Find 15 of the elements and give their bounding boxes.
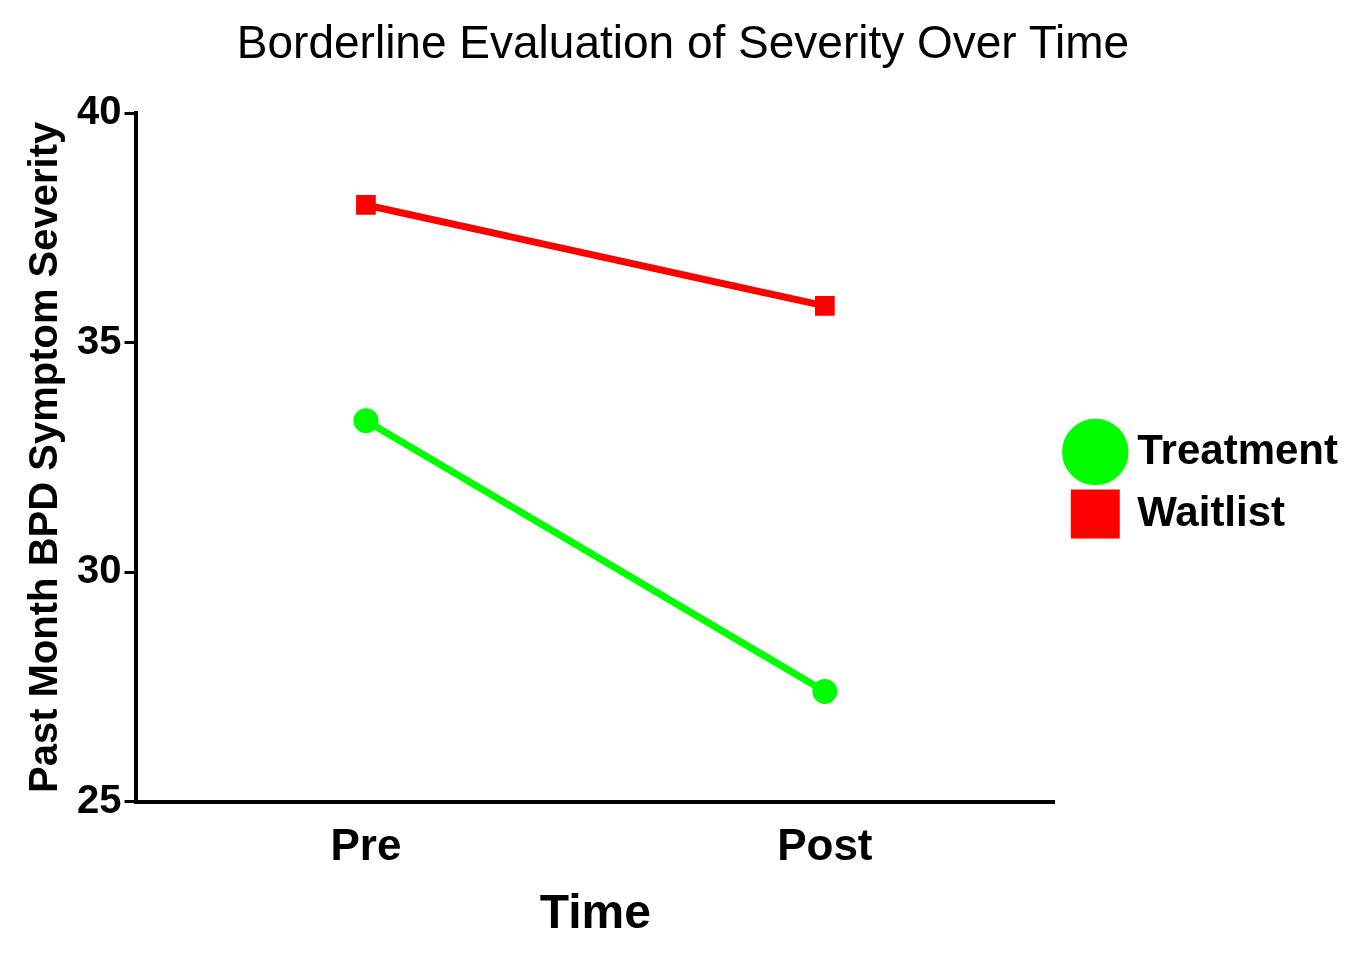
x-tick-label: Pre: [330, 820, 402, 870]
y-tick-label: 25: [76, 776, 122, 821]
point: [353, 408, 379, 434]
y-tick-label: 35: [76, 317, 122, 362]
x-tick-label: Post: [777, 820, 873, 870]
legend-label: Treatment: [1137, 425, 1339, 473]
chart-title: Borderline Evaluation of Severity Over Time: [236, 16, 1130, 69]
point: [356, 195, 376, 215]
x-axis-title: Time: [539, 885, 651, 939]
point: [814, 296, 835, 316]
y-axis-title: Past Month BPD Symptom Severity: [21, 121, 66, 794]
y-tick-label: 30: [76, 547, 122, 592]
point: [812, 678, 838, 704]
y-tick-label: 40: [76, 88, 122, 133]
legend-label: Waitlist: [1137, 487, 1286, 535]
